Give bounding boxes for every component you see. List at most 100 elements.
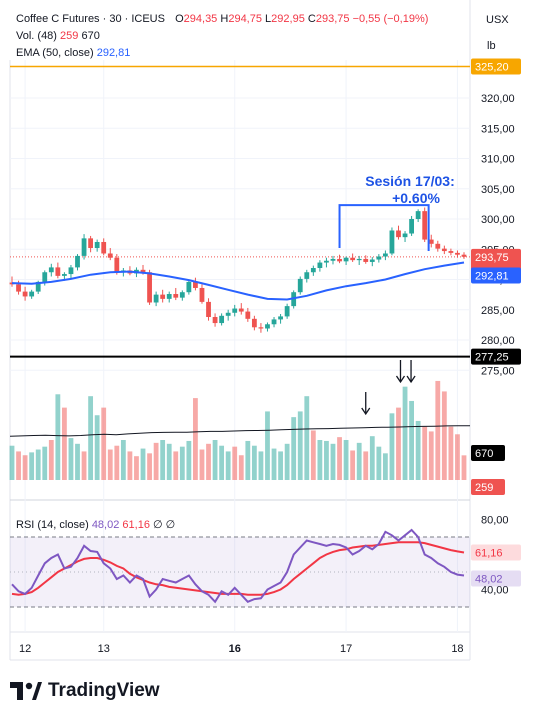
volume-bar-4 xyxy=(35,449,41,480)
volume-ma-price-label-bg xyxy=(471,445,505,461)
volume-bar-29 xyxy=(199,449,205,480)
tradingview-logo[interactable]: TradingView xyxy=(10,680,160,702)
volume-bar-40 xyxy=(271,448,277,480)
price-tick-6: 305,00 xyxy=(481,184,515,196)
unit-label[interactable]: lb xyxy=(487,40,496,52)
volume-bar-10 xyxy=(75,443,80,480)
candle-body-38 xyxy=(258,327,264,329)
candle-body-9 xyxy=(68,267,74,275)
time-tick-3: 17 xyxy=(340,643,352,655)
high-value: 294,75 xyxy=(228,13,262,25)
volume-bar-58 xyxy=(389,413,395,480)
volume-bar-6 xyxy=(48,440,54,480)
ema-label: EMA (50, close) xyxy=(16,47,94,59)
candle-body-4 xyxy=(35,281,41,292)
open-value: 294,35 xyxy=(183,13,218,25)
candle-body-16 xyxy=(114,257,120,273)
volume-bar-46 xyxy=(310,430,316,480)
volume-bar-3 xyxy=(29,452,35,480)
volume-bar-17 xyxy=(120,440,126,480)
candle-body-20 xyxy=(140,269,146,273)
volume-arrow-head-1 xyxy=(395,375,406,384)
candle-body-25 xyxy=(173,294,179,298)
currency-label[interactable]: USX xyxy=(486,14,509,26)
ema-legend: EMA (50, close) 292,81 xyxy=(16,47,130,59)
price-tick-0: 275,00 xyxy=(481,365,515,377)
candle-body-41 xyxy=(278,316,283,320)
volume-arrow-head-0 xyxy=(361,407,371,416)
candle-body-50 xyxy=(337,258,342,262)
ema-price-label: 292,81 xyxy=(475,270,509,282)
volume-bar-38 xyxy=(258,451,264,480)
candle-body-2 xyxy=(22,291,28,297)
volume-bar-43 xyxy=(291,417,297,480)
volume-bar-22 xyxy=(153,442,159,480)
volume-bar-25 xyxy=(173,451,179,480)
volume-bar-65 xyxy=(435,380,441,480)
open-label: O xyxy=(175,13,184,25)
support-price-label: 277,25 xyxy=(475,352,509,364)
volume-bar-36 xyxy=(245,440,251,480)
volume-bar-7 xyxy=(55,394,61,480)
session-annotation-change: +0.60% xyxy=(392,190,440,206)
volume-bar-0 xyxy=(9,445,15,480)
volume-bar-42 xyxy=(284,443,290,480)
candle-body-58 xyxy=(389,230,395,254)
candle-body-64 xyxy=(428,239,434,244)
ema-value: 292,81 xyxy=(96,47,131,59)
candle-body-55 xyxy=(369,259,375,262)
volume-bar-66 xyxy=(441,391,447,480)
rsi-na-1: ∅ xyxy=(153,519,163,531)
candle-body-6 xyxy=(48,267,54,273)
rsi-tick-1: 80,00 xyxy=(481,515,509,527)
tradingview-brand: TradingView xyxy=(48,680,160,701)
volume-bar-54 xyxy=(363,451,369,480)
close-label: C xyxy=(307,13,316,25)
candle-body-49 xyxy=(330,258,336,261)
candle-body-27 xyxy=(186,281,192,293)
candle-body-67 xyxy=(448,251,454,253)
volume-ma-price-label: 670 xyxy=(475,448,493,460)
candle-body-5 xyxy=(42,272,48,282)
volume-bar-21 xyxy=(147,453,152,480)
time-tick-0: 12 xyxy=(19,643,31,655)
volume-bar-8 xyxy=(62,407,67,480)
volume-bar-37 xyxy=(251,445,257,480)
candle-body-29 xyxy=(199,287,205,302)
candle-body-8 xyxy=(62,274,67,276)
candle-body-23 xyxy=(160,294,166,299)
candle-body-14 xyxy=(101,241,107,254)
candle-body-61 xyxy=(409,219,414,234)
volume-bar-26 xyxy=(179,446,185,480)
volume-bar-55 xyxy=(369,436,375,480)
price-tick-5: 300,00 xyxy=(481,214,515,226)
price-tick-8: 315,00 xyxy=(481,123,515,135)
volume-bar-52 xyxy=(350,450,356,480)
tradingview-logo-icon xyxy=(10,682,42,700)
volume-bar-13 xyxy=(94,415,100,480)
volume-bar-30 xyxy=(206,443,211,480)
ema-line xyxy=(11,261,465,301)
volume-price-label-bg xyxy=(471,479,505,495)
rsi-line xyxy=(11,528,465,604)
candle-body-65 xyxy=(435,243,441,249)
rsi-price-label-bg xyxy=(471,570,521,587)
candle-body-26 xyxy=(179,292,185,298)
candle-body-62 xyxy=(415,211,421,219)
candle-body-53 xyxy=(356,258,362,261)
volume-bar-51 xyxy=(343,440,349,480)
candle-body-52 xyxy=(350,257,356,261)
orange-price-label: 325,20 xyxy=(475,62,509,74)
rsi-ma-price-label: 61,16 xyxy=(475,547,503,559)
symbol-title: Coffee C Futures · 30 · ICEUS xyxy=(16,13,165,25)
volume-bar-19 xyxy=(134,456,139,480)
rsi-ma-line xyxy=(11,541,465,596)
volume-bar-31 xyxy=(212,440,218,480)
low-label: L xyxy=(265,13,272,25)
close-value: 293,75 xyxy=(315,13,350,25)
volume-bar-47 xyxy=(317,440,323,480)
volume-bar-27 xyxy=(186,440,192,480)
volume-ma-value: 670 xyxy=(81,30,100,42)
candle-body-36 xyxy=(245,311,251,319)
